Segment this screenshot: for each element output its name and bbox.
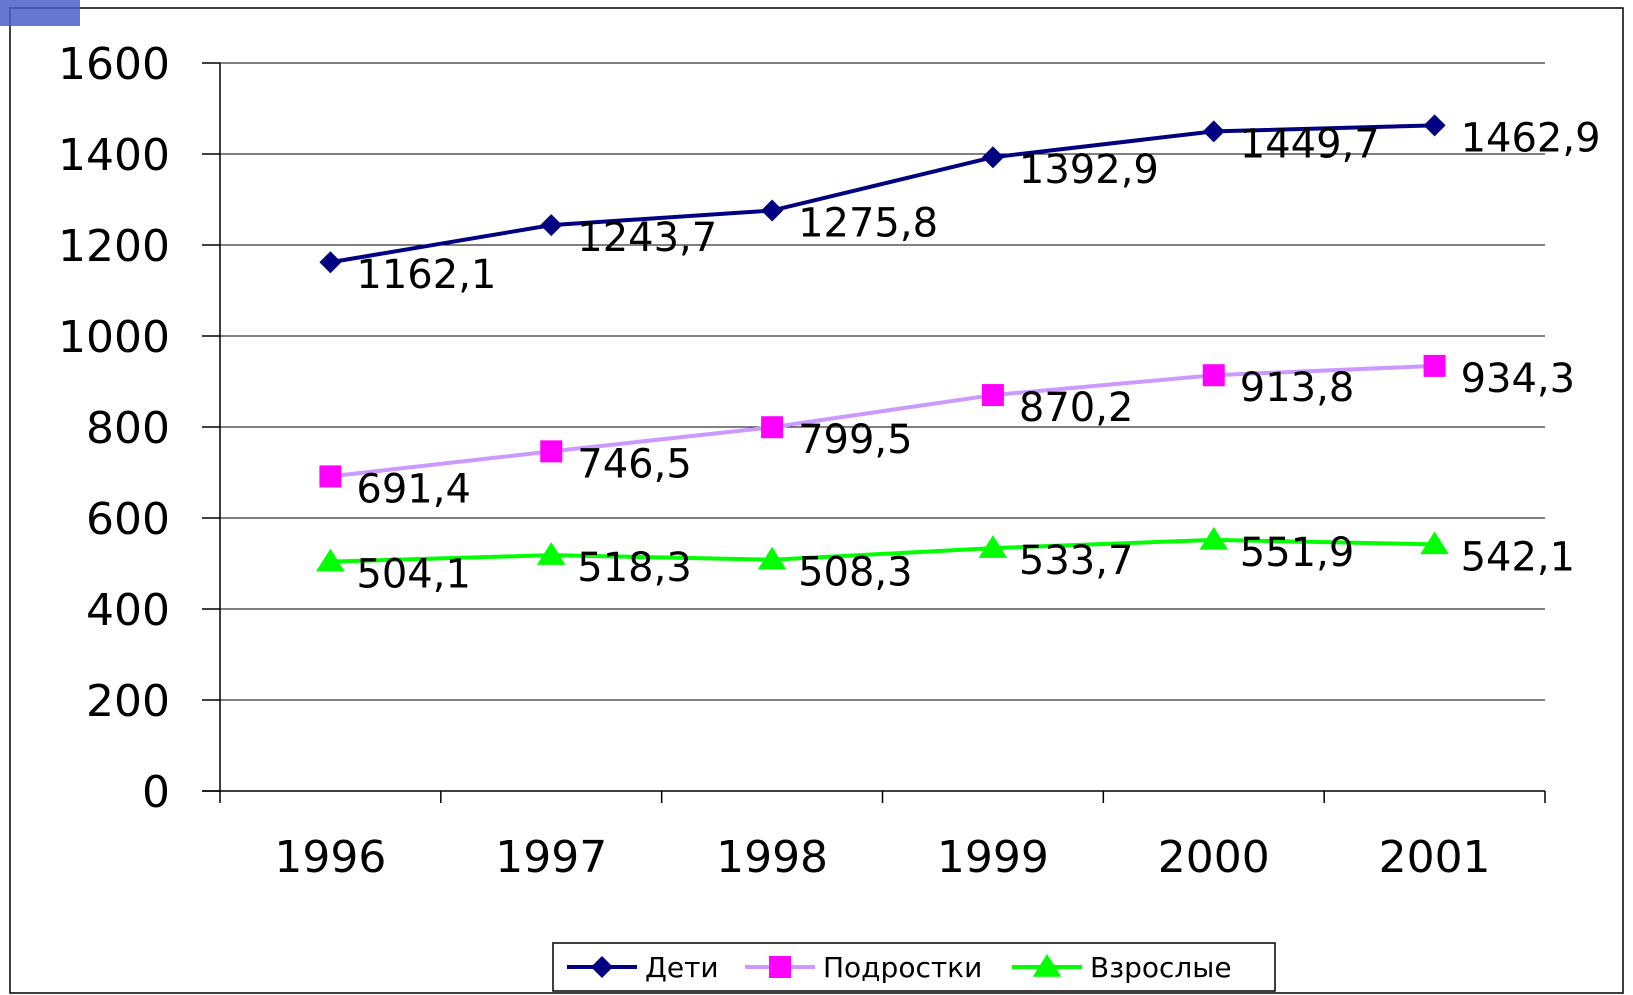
axes: 0 200 400 600 800 1000 1200 1400 1600 1996 1997 199… (58, 39, 1546, 883)
data-label: 533,7 (1019, 538, 1134, 584)
y-tick-label: 0 (142, 767, 170, 818)
data-label: 1243,7 (577, 215, 717, 261)
data-label: 1449,7 (1240, 121, 1380, 167)
data-label: 746,5 (577, 441, 692, 487)
corner-accent (0, 0, 80, 26)
data-labels: 1162,1 1243,7 1275,8 1392,9 1449,7 1462,9 691,… (356, 115, 1600, 597)
data-label: 1275,8 (798, 201, 938, 247)
series-line (330, 537, 1435, 564)
data-point (978, 535, 1008, 558)
data-label: 870,2 (1019, 385, 1134, 431)
legend-swatch-marker (591, 956, 613, 978)
data-point (1202, 364, 1225, 387)
y-tick-label: 800 (86, 403, 170, 454)
data-label: 913,8 (1240, 365, 1355, 411)
data-label: 1392,9 (1019, 147, 1159, 193)
data-point (1423, 354, 1446, 377)
y-tick-label: 200 (86, 676, 170, 727)
data-point (981, 384, 1004, 407)
data-point (540, 440, 563, 463)
data-point (1420, 531, 1449, 555)
legend-label: Подростки (823, 951, 982, 984)
legend-label: Дети (645, 951, 719, 984)
y-tick-label: 1600 (58, 39, 170, 90)
x-tick-label-2001: 2001 (1379, 832, 1491, 883)
x-tick-label-1999: 1999 (937, 832, 1049, 883)
data-label: 691,4 (356, 466, 471, 512)
series-line (330, 123, 1435, 265)
series-Подростки (319, 354, 1446, 488)
data-point (757, 546, 787, 570)
data-label: 1462,9 (1461, 115, 1601, 161)
y-tick-label: 1000 (58, 312, 170, 363)
data-label: 504,1 (356, 552, 471, 598)
y-tick-label: 1400 (58, 130, 170, 181)
x-tick-label-1997: 1997 (495, 832, 607, 883)
legend-swatch-marker (769, 956, 791, 978)
data-point (761, 199, 784, 222)
data-label: 799,5 (798, 417, 913, 463)
data-label: 508,3 (798, 550, 913, 596)
data-point (316, 548, 345, 572)
data-point (1423, 114, 1446, 137)
data-point (536, 542, 566, 565)
series-line (330, 363, 1435, 479)
chart-area-border (9, 7, 1624, 994)
data-label: 934,3 (1461, 356, 1576, 402)
y-tick-label: 600 (86, 494, 170, 545)
data-point (1202, 120, 1225, 143)
data-point (319, 465, 342, 488)
data-point (761, 416, 784, 439)
series (316, 114, 1449, 572)
y-tick-label: 400 (86, 585, 170, 636)
data-label: 551,9 (1240, 530, 1355, 576)
legend-swatch-marker (1032, 954, 1062, 977)
legend-box (552, 942, 1276, 992)
legend[interactable]: Дети Подростки Взрослые (552, 942, 1276, 992)
legend-label: Взрослые (1090, 951, 1232, 984)
data-point (540, 214, 563, 237)
series-Взрослые (316, 526, 1449, 572)
x-tick-label-1996: 1996 (274, 832, 386, 883)
x-tick-label-1998: 1998 (716, 832, 828, 883)
data-label: 1162,1 (356, 252, 496, 298)
legend-entry-Дети[interactable]: Дети (567, 951, 719, 984)
data-point (319, 251, 342, 274)
data-point (981, 146, 1004, 169)
legend-entry-Взрослые[interactable]: Взрослые (1012, 951, 1232, 984)
y-tick-label: 1200 (58, 221, 170, 272)
data-label: 542,1 (1461, 534, 1576, 580)
gridlines (220, 62, 1545, 701)
legend-entry-Подростки[interactable]: Подростки (745, 951, 982, 984)
x-tick-label-2000: 2000 (1158, 832, 1270, 883)
data-point (1199, 526, 1229, 550)
series-Дети (319, 114, 1446, 274)
data-label: 518,3 (577, 545, 692, 591)
